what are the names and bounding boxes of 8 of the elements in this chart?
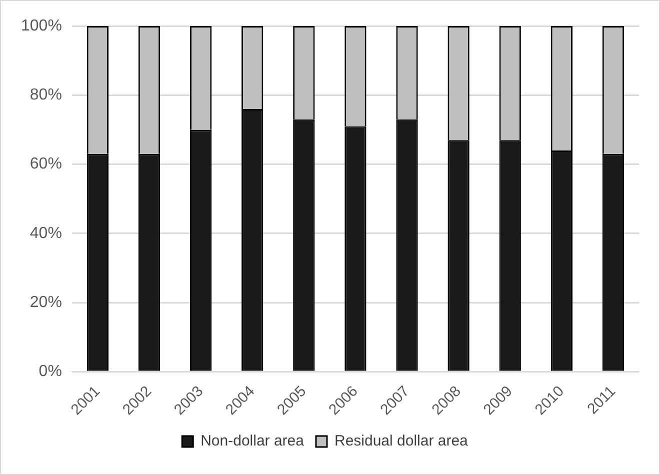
y-tick-label: 20% [30,294,62,311]
y-tick-label: 40% [30,224,62,242]
legend-label: Non-dollar area [200,432,305,450]
y-tick-label: 0% [38,363,62,380]
legend-label: Residual dollar area [334,432,469,450]
y-tick-label: 60% [30,156,62,173]
y-tick-label: 100% [21,17,62,34]
y-tick-label: 80% [30,86,62,104]
